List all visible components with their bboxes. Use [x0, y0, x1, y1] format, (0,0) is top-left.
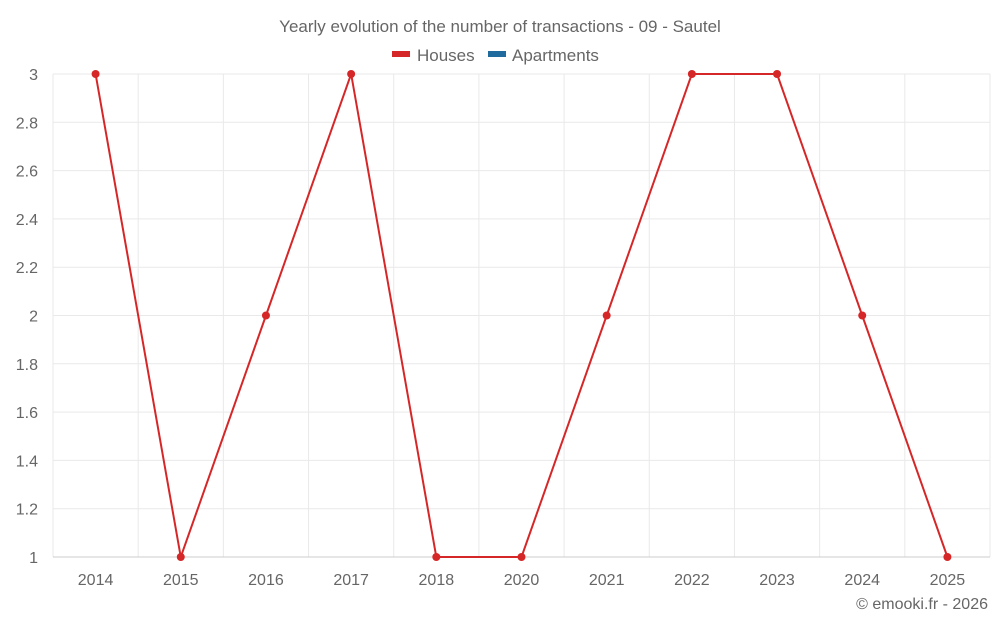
legend-swatch-apartments[interactable]	[488, 51, 506, 57]
y-tick-label: 1.6	[16, 405, 38, 422]
data-point[interactable]	[91, 70, 100, 78]
data-point[interactable]	[602, 311, 611, 320]
x-axis-ticks: 2014 2015 2016 2017 2018 2020 2021 2022 2023 2024…	[78, 572, 966, 589]
legend: Houses Apartments	[392, 46, 599, 65]
y-gridlines	[53, 73, 990, 558]
legend-swatch-houses[interactable]	[392, 51, 410, 57]
legend-label-apartments[interactable]: Apartments	[512, 46, 599, 65]
y-tick-label: 1.2	[16, 502, 38, 519]
data-point[interactable]	[517, 553, 526, 561]
x-tick-label: 2022	[674, 572, 710, 589]
y-tick-label: 1.8	[16, 357, 38, 374]
x-tick-label: 2023	[759, 572, 795, 589]
y-tick-label: 1.4	[16, 453, 38, 470]
data-point[interactable]	[687, 70, 696, 78]
x-tick-label: 2015	[163, 572, 199, 589]
chart-title: Yearly evolution of the number of transa…	[279, 17, 721, 36]
data-point[interactable]	[858, 311, 867, 320]
data-point[interactable]	[347, 70, 356, 78]
x-tick-label: 2016	[248, 572, 284, 589]
data-point[interactable]	[943, 553, 952, 561]
data-point[interactable]	[773, 70, 782, 78]
y-tick-label: 2.8	[16, 115, 38, 132]
x-tick-label: 2024	[844, 572, 880, 589]
data-point[interactable]	[432, 553, 441, 561]
series-houses	[91, 70, 952, 561]
x-tick-label: 2018	[419, 572, 455, 589]
x-tick-label: 2014	[78, 572, 114, 589]
x-tick-label: 2025	[930, 572, 966, 589]
data-point[interactable]	[261, 311, 270, 320]
x-tick-label: 2021	[589, 572, 625, 589]
y-tick-label: 2.2	[16, 260, 38, 277]
legend-label-houses[interactable]: Houses	[417, 46, 475, 65]
x-tick-label: 2020	[504, 572, 540, 589]
y-tick-label: 2	[29, 309, 38, 326]
y-axis-ticks: 1 1.2 1.4 1.6 1.8 2 2.2 2.4 2.6 2.8 3	[16, 67, 38, 567]
x-tick-label: 2017	[333, 572, 369, 589]
credit-text: © emooki.fr - 2026	[856, 596, 988, 613]
y-tick-label: 2.6	[16, 164, 38, 181]
y-tick-label: 1	[29, 550, 38, 567]
y-tick-label: 2.4	[16, 212, 38, 229]
data-point[interactable]	[176, 553, 185, 561]
y-tick-label: 3	[29, 67, 38, 84]
